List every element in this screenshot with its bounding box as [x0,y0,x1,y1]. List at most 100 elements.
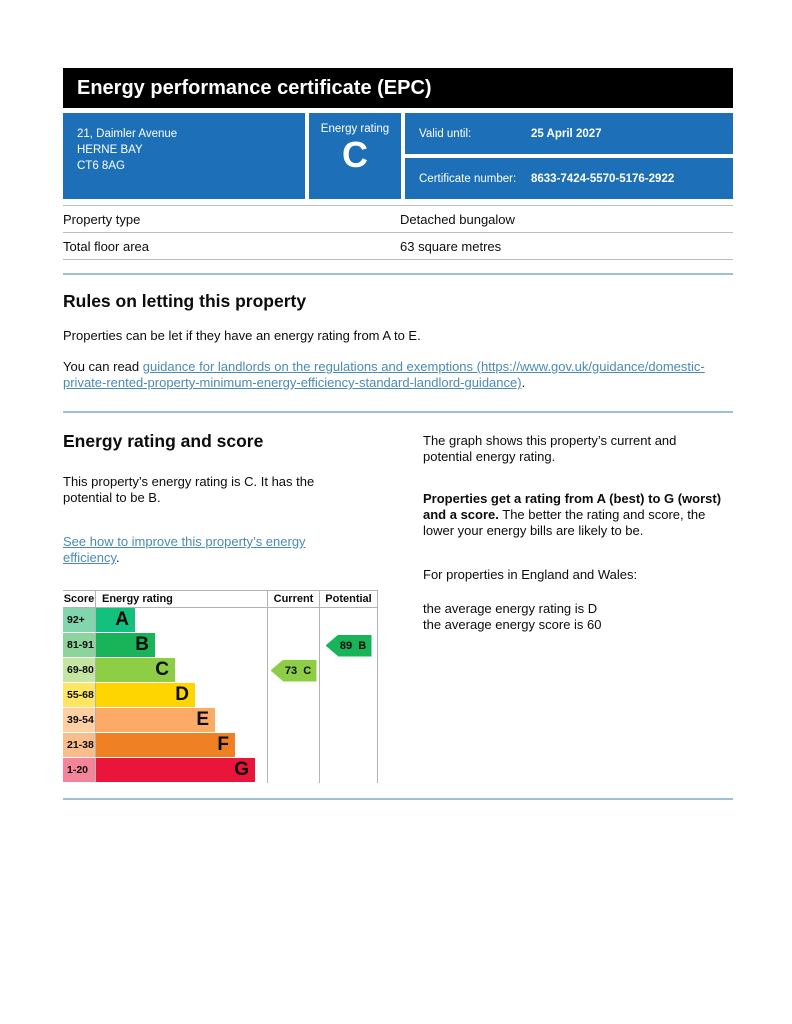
improve-efficiency-link[interactable]: See how to improve this property’s energ… [63,534,306,565]
table-row-property-type: Property type Detached bungalow [63,205,733,232]
potential-rating-cell [320,758,378,783]
energy-rating-value: C [342,134,368,175]
guidance-link-prefix: You can read [63,359,143,374]
chart-header-potential: Potential [320,591,378,607]
epc-chart-row-d: 55-68 D [63,683,378,708]
section-divider [63,273,733,275]
potential-rating-cell [320,683,378,708]
floor-area-label: Total floor area [63,239,149,254]
current-rating-cell [268,608,320,633]
score-range-label: 69-80 [63,658,96,683]
current-rating-cell [268,708,320,733]
page-title: Energy performance certificate (EPC) [77,76,432,99]
rating-bar-cell: G [96,758,268,783]
epc-chart-row-a: 92+ A [63,608,378,633]
band-bar-d: D [96,683,195,707]
rating-section-right-column: The graph shows this property’s current … [423,431,733,783]
average-rating-line: the average energy rating is D [423,601,598,616]
property-address: 21, Daimler Avenue HERNE BAY CT6 8AG [63,113,305,199]
rating-bar-cell: E [96,708,268,733]
epc-chart-header: Score Energy rating Current Potential [63,591,378,608]
rating-bar-cell: A [96,608,268,633]
current-rating-arrow: 73 C [270,659,317,682]
graph-description-text: The graph shows this property’s current … [423,433,677,464]
valid-until-value: 25 April 2027 [531,127,602,140]
rating-explanation-rest: The better the rating and score, the low… [423,507,706,538]
score-range-label: 39-54 [63,708,96,733]
score-range-label: 21-38 [63,733,96,758]
summary-banner: 21, Daimler Avenue HERNE BAY CT6 8AG Ene… [63,113,733,199]
current-rating-cell: 73 C [268,658,320,683]
landlord-guidance-link[interactable]: guidance for landlords on the regulation… [63,359,705,390]
rating-section: Energy rating and score This property’s … [63,431,733,783]
current-rating-cell [268,758,320,783]
current-rating-cell [268,683,320,708]
rating-summary-text: This property’s energy rating is C. It h… [63,474,315,505]
improve-paragraph: See how to improve this property’s energ… [63,534,353,566]
current-rating-cell [268,733,320,758]
certificate-meta: Valid until: 25 April 2027 Certificate n… [405,113,733,199]
guidance-link-suffix: . [521,375,526,390]
potential-rating-arrow: 89 B [325,634,372,657]
floor-area-value: 63 square metres [400,239,502,254]
potential-rating-cell [320,658,378,683]
certificate-number-label: Certificate number: [419,172,517,185]
table-row-floor-area: Total floor area 63 square metres [63,232,733,260]
rating-bar-cell: C [96,658,268,683]
rating-bar-cell: D [96,683,268,708]
average-score-line: the average energy score is 60 [423,617,602,632]
letting-guidance-paragraph: You can read guidance for landlords on t… [63,359,718,391]
score-range-label: 92+ [63,608,96,633]
band-bar-b: B [96,633,155,657]
energy-rating-label: Energy rating [320,123,390,135]
rating-bar-cell: F [96,733,268,758]
band-bar-a: A [96,608,135,632]
rating-explanation-text: Properties get a rating from A (best) to… [423,491,733,539]
potential-rating-cell [320,708,378,733]
epc-chart-row-g: 1-20 G [63,758,378,783]
average-stats-text: the average energy rating is D the avera… [423,601,733,633]
property-details-table: Property type Detached bungalow Total fl… [63,205,733,260]
band-bar-f: F [96,733,235,757]
chart-header-score: Score [63,591,96,607]
certificate-number-row: Certificate number: 8633-7424-5570-5176-… [405,158,733,199]
epc-chart-row-c: 69-80 C 73 C [63,658,378,683]
score-range-label: 55-68 [63,683,96,708]
epc-chart-row-f: 21-38 F [63,733,378,758]
page-content: Energy performance certificate (EPC) 21,… [63,0,733,800]
rating-section-heading: Energy rating and score [63,431,264,451]
property-type-value: Detached bungalow [400,212,515,227]
potential-rating-cell [320,733,378,758]
current-rating-cell [268,633,320,658]
potential-rating-cell [320,608,378,633]
valid-until-label: Valid until: [419,127,472,140]
rating-explanation-bold: Properties get a rating from A (best) to… [423,491,722,522]
epc-chart-rows: 92+ A 81-91 B 89 B 69-80 C 73 C 55-68 D 39-54 E 21-3… [63,608,378,783]
potential-rating-cell: 89 B [320,633,378,658]
score-range-label: 81-91 [63,633,96,658]
epc-chart: Score Energy rating Current Potential 92… [63,590,378,783]
chart-header-current: Current [268,591,320,607]
section-divider [63,411,733,413]
england-wales-text: For properties in England and Wales: [423,567,638,582]
section-divider [63,798,733,800]
energy-rating-badge: Energy rating C [309,113,401,199]
score-range-label: 1-20 [63,758,96,783]
page-title-bar: Energy performance certificate (EPC) [63,68,733,108]
certificate-number-value: 8633-7424-5570-5176-2922 [531,172,675,185]
chart-header-energy-rating: Energy rating [96,591,268,607]
rating-bar-cell: B [96,633,268,658]
band-bar-e: E [96,708,215,732]
epc-chart-row-e: 39-54 E [63,708,378,733]
property-type-label: Property type [63,212,141,227]
band-bar-g: G [96,758,255,782]
rating-section-left-column: Energy rating and score This property’s … [63,431,423,783]
address-line-2: HERNE BAY [77,144,143,157]
letting-paragraph: Properties can be let if they have an en… [63,328,421,343]
address-line-1: 21, Daimler Avenue [77,128,178,140]
band-bar-c: C [96,658,175,682]
epc-chart-row-b: 81-91 B 89 B [63,633,378,658]
address-line-3: CT6 8AG [77,160,125,173]
letting-section-heading: Rules on letting this property [63,291,307,311]
